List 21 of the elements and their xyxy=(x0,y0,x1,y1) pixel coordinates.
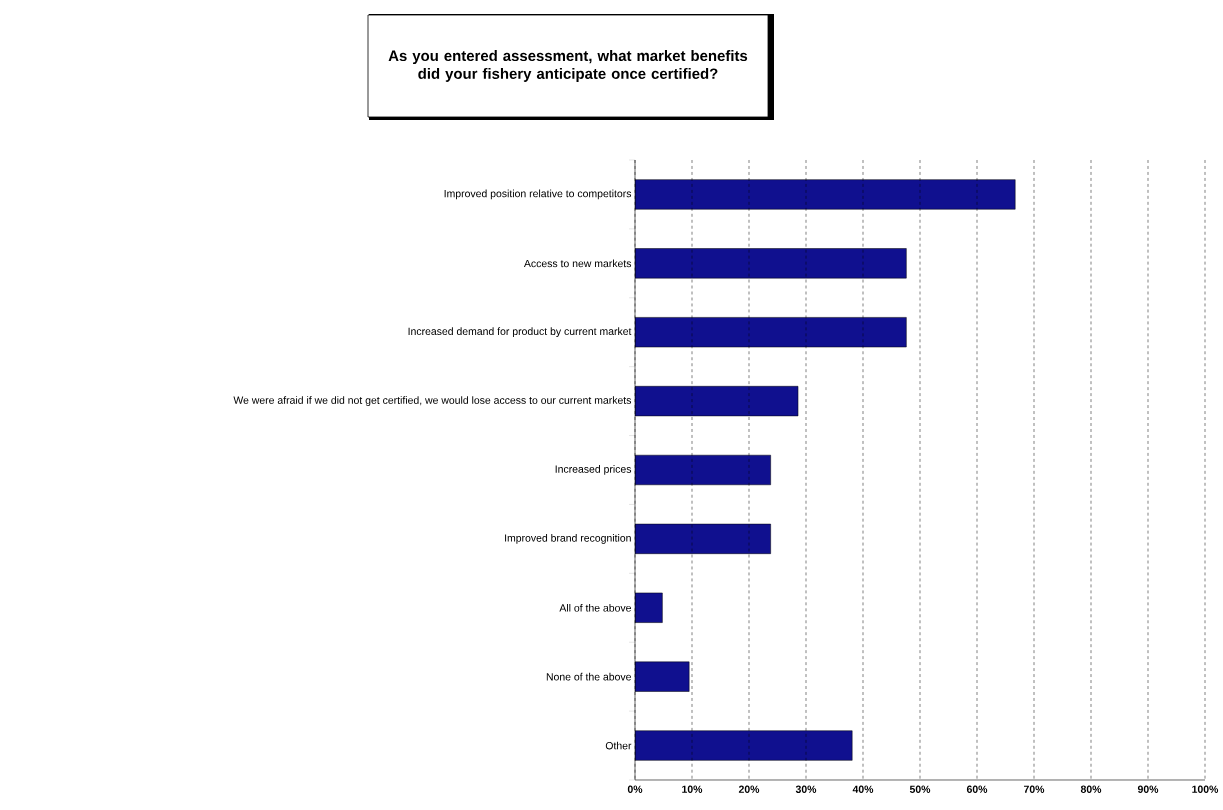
y-tick-label: Increased prices xyxy=(555,465,632,475)
x-tick-label: 90% xyxy=(1137,785,1159,793)
y-tick-label: All of the above xyxy=(559,603,631,612)
y-tick-label: Increased demand for product by current market xyxy=(408,327,632,338)
y-tick-label: Improved position relative to competitors xyxy=(444,189,632,200)
x-tick-label: 0% xyxy=(627,785,643,793)
x-tick-label: 70% xyxy=(1024,785,1045,793)
y-tick-label: Other xyxy=(605,741,632,750)
x-tick-label: 20% xyxy=(738,785,760,793)
y-tick-label: Access to new markets xyxy=(523,259,632,268)
x-tick-label: 30% xyxy=(795,785,817,793)
x-tick-label: 80% xyxy=(1080,785,1102,793)
x-tick-label: 50% xyxy=(909,785,931,793)
x-tick-label: 100% xyxy=(1192,785,1219,793)
x-tick-label: 40% xyxy=(852,785,874,793)
y-tick-label: None of the above xyxy=(546,672,631,681)
y-tick-label: We were afraid if we did not get certified, we would lose access to our current markets xyxy=(233,396,632,406)
x-tick-label: 60% xyxy=(966,785,988,793)
chart-title: As you entered assessment, what market benefits did your fishery anticipate once certified? xyxy=(388,50,748,82)
y-tick-label: Improved brand recognition xyxy=(505,534,631,544)
x-tick-label: 10% xyxy=(682,785,703,793)
